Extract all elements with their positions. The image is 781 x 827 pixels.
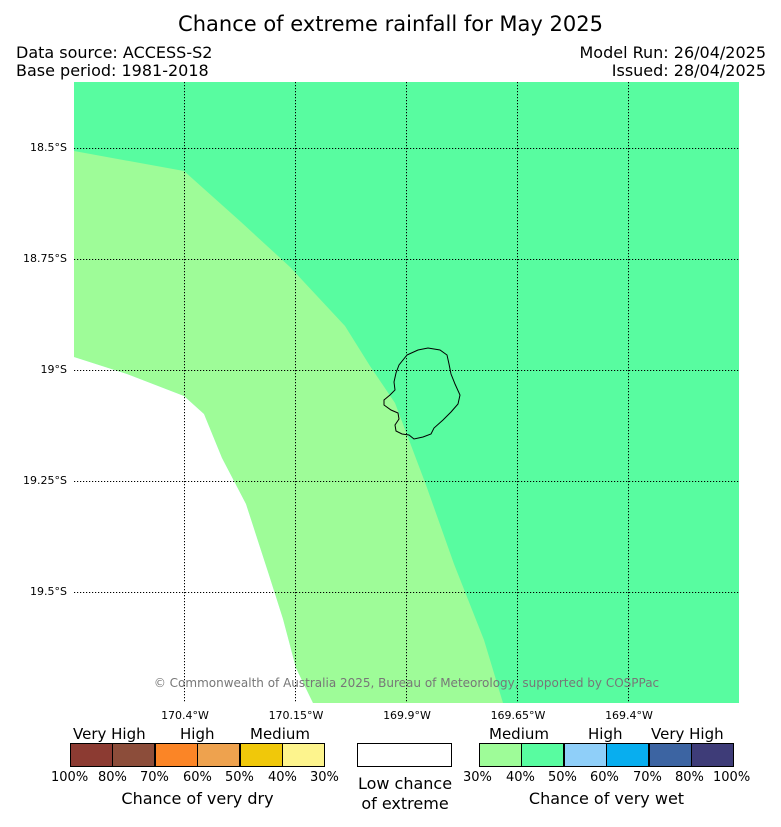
niue-coastline-icon xyxy=(383,347,461,440)
wet-swatch xyxy=(521,743,564,767)
dry-medium-label: Medium xyxy=(250,725,310,743)
lat-label: 18.5°S xyxy=(30,141,67,154)
dry-very-high-label: Very High xyxy=(73,725,146,743)
dry-swatch xyxy=(240,743,283,767)
dry-swatch xyxy=(155,743,198,767)
wet-pct-label: 100% xyxy=(713,770,751,785)
lon-label: 170.15°W xyxy=(268,709,324,722)
dry-caption: Chance of very dry xyxy=(121,789,274,808)
dry-swatch xyxy=(112,743,155,767)
copyright-text: © Commonwealth of Australia 2025, Bureau… xyxy=(153,676,660,690)
lat-label: 19.25°S xyxy=(23,474,67,487)
wet-pct-label: 50% xyxy=(548,770,577,785)
wet-caption: Chance of very wet xyxy=(528,789,685,808)
wet-swatch xyxy=(479,743,522,767)
lon-label: 169.65°W xyxy=(490,709,546,722)
low-chance-region xyxy=(74,357,313,703)
dry-pct-label: 60% xyxy=(183,770,212,785)
low-chance-caption-line1: Low chance xyxy=(357,774,453,793)
wet-pct-label: 70% xyxy=(633,770,662,785)
wet-swatch xyxy=(606,743,649,767)
dry-swatch xyxy=(197,743,240,767)
dry-pct-label: 100% xyxy=(51,770,89,785)
dry-pct-label: 80% xyxy=(98,770,127,785)
wet-very-high-label: Very High xyxy=(651,725,724,743)
lat-label: 19°S xyxy=(40,363,67,376)
wet-high-label: High xyxy=(588,725,623,743)
wet-pct-label: 80% xyxy=(675,770,704,785)
dry-pct-label: 50% xyxy=(225,770,254,785)
meta-right: Model Run: 26/04/2025 Issued: 28/04/2025 xyxy=(580,44,767,80)
wet-medium-label: Medium xyxy=(489,725,549,743)
lat-label: 19.5°S xyxy=(30,585,67,598)
model-run-text: Model Run: 26/04/2025 xyxy=(579,43,767,62)
dry-high-label: High xyxy=(180,725,215,743)
lon-label: 169.4°W xyxy=(605,709,653,722)
lat-label: 18.75°S xyxy=(23,252,67,265)
wet-pct-label: 40% xyxy=(506,770,535,785)
wet-swatch xyxy=(564,743,607,767)
issued-text: Issued: 28/04/2025 xyxy=(611,61,766,80)
meta-left: Data source: ACCESS-S2 Base period: 1981… xyxy=(16,44,212,80)
wet-swatch xyxy=(649,743,692,767)
lon-label: 169.9°W xyxy=(383,709,431,722)
dry-pct-label: 70% xyxy=(140,770,169,785)
data-source-text: Data source: ACCESS-S2 xyxy=(16,43,213,62)
wet-pct-label: 60% xyxy=(590,770,619,785)
dry-swatch xyxy=(70,743,113,767)
lon-label: 170.4°W xyxy=(161,709,209,722)
dry-pct-label: 30% xyxy=(310,770,339,785)
low-chance-caption-line2: of extreme xyxy=(361,794,449,813)
wet-30-40-region xyxy=(74,151,503,703)
dry-pct-label: 40% xyxy=(268,770,297,785)
wet-pct-label: 30% xyxy=(463,770,492,785)
wet-swatch xyxy=(691,743,734,767)
low-chance-caption: Low chance of extreme xyxy=(340,774,470,814)
base-period-text: Base period: 1981-2018 xyxy=(16,61,209,80)
low-chance-swatch xyxy=(357,743,452,767)
chart-title: Chance of extreme rainfall for May 2025 xyxy=(178,12,603,36)
dry-swatch xyxy=(282,743,325,767)
